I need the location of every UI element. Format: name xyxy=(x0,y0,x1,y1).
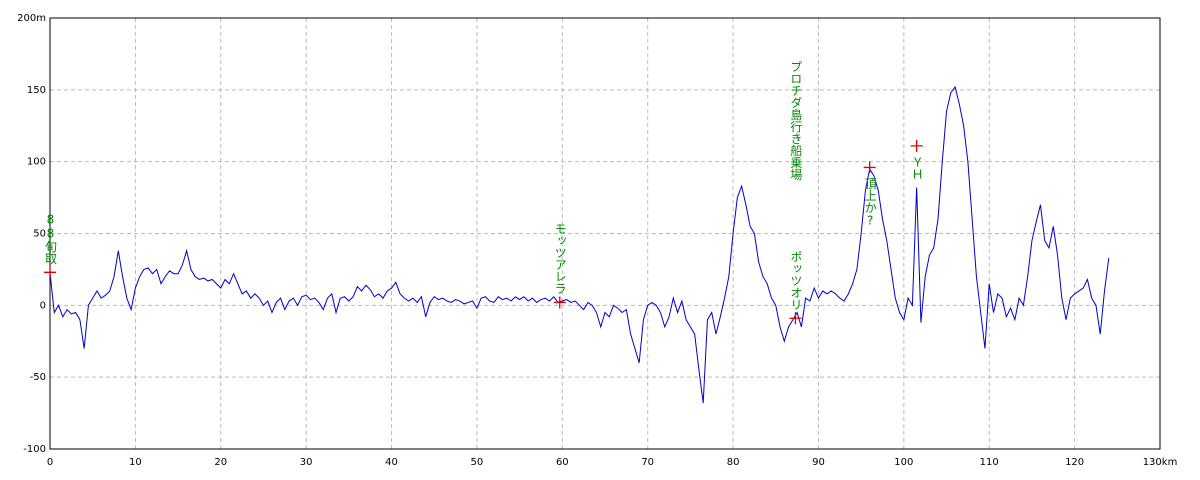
marker-label: 88旬取 xyxy=(44,212,58,264)
marker xyxy=(910,139,923,152)
elevation-line xyxy=(49,85,1110,404)
marker-label: モッツアレラ xyxy=(553,222,567,294)
x-tick-label: 40 xyxy=(385,457,398,468)
marker-label: ＹＨ xyxy=(910,156,924,180)
x-tick-label: 20 xyxy=(214,457,227,468)
x-tick-label: 50 xyxy=(471,457,484,468)
x-tick-label: 70 xyxy=(641,457,654,468)
y-tick-label: 150 xyxy=(27,85,46,96)
x-tick-label: 130km xyxy=(1143,457,1178,468)
x-tick-label: 100 xyxy=(894,457,913,468)
y-tick-label: 200m xyxy=(17,13,46,24)
x-tick-label: 80 xyxy=(727,457,740,468)
x-tick-label: 120 xyxy=(1065,457,1084,468)
marker-label: 頂上か? xyxy=(863,177,877,227)
x-tick-label: 90 xyxy=(812,457,825,468)
marker-label: プロチダ島行き船乗場 xyxy=(789,60,803,181)
marker xyxy=(789,312,802,325)
marker xyxy=(553,296,566,309)
y-tick-label: -50 xyxy=(30,372,46,383)
marker xyxy=(44,266,56,279)
plot-frame xyxy=(49,17,1161,450)
x-tick-label: 10 xyxy=(129,457,142,468)
x-tick-label: 0 xyxy=(47,457,53,468)
y-tick-label: 0 xyxy=(40,300,46,311)
x-tick-label: 30 xyxy=(300,457,313,468)
marker xyxy=(863,161,876,174)
x-tick-label: 60 xyxy=(556,457,569,468)
x-tick-label: 110 xyxy=(980,457,999,468)
y-tick-label: -100 xyxy=(23,444,46,455)
y-tick-label: 50 xyxy=(33,229,46,240)
marker-label: ポッツオリ xyxy=(789,250,803,310)
y-tick-label: 100 xyxy=(27,157,46,168)
